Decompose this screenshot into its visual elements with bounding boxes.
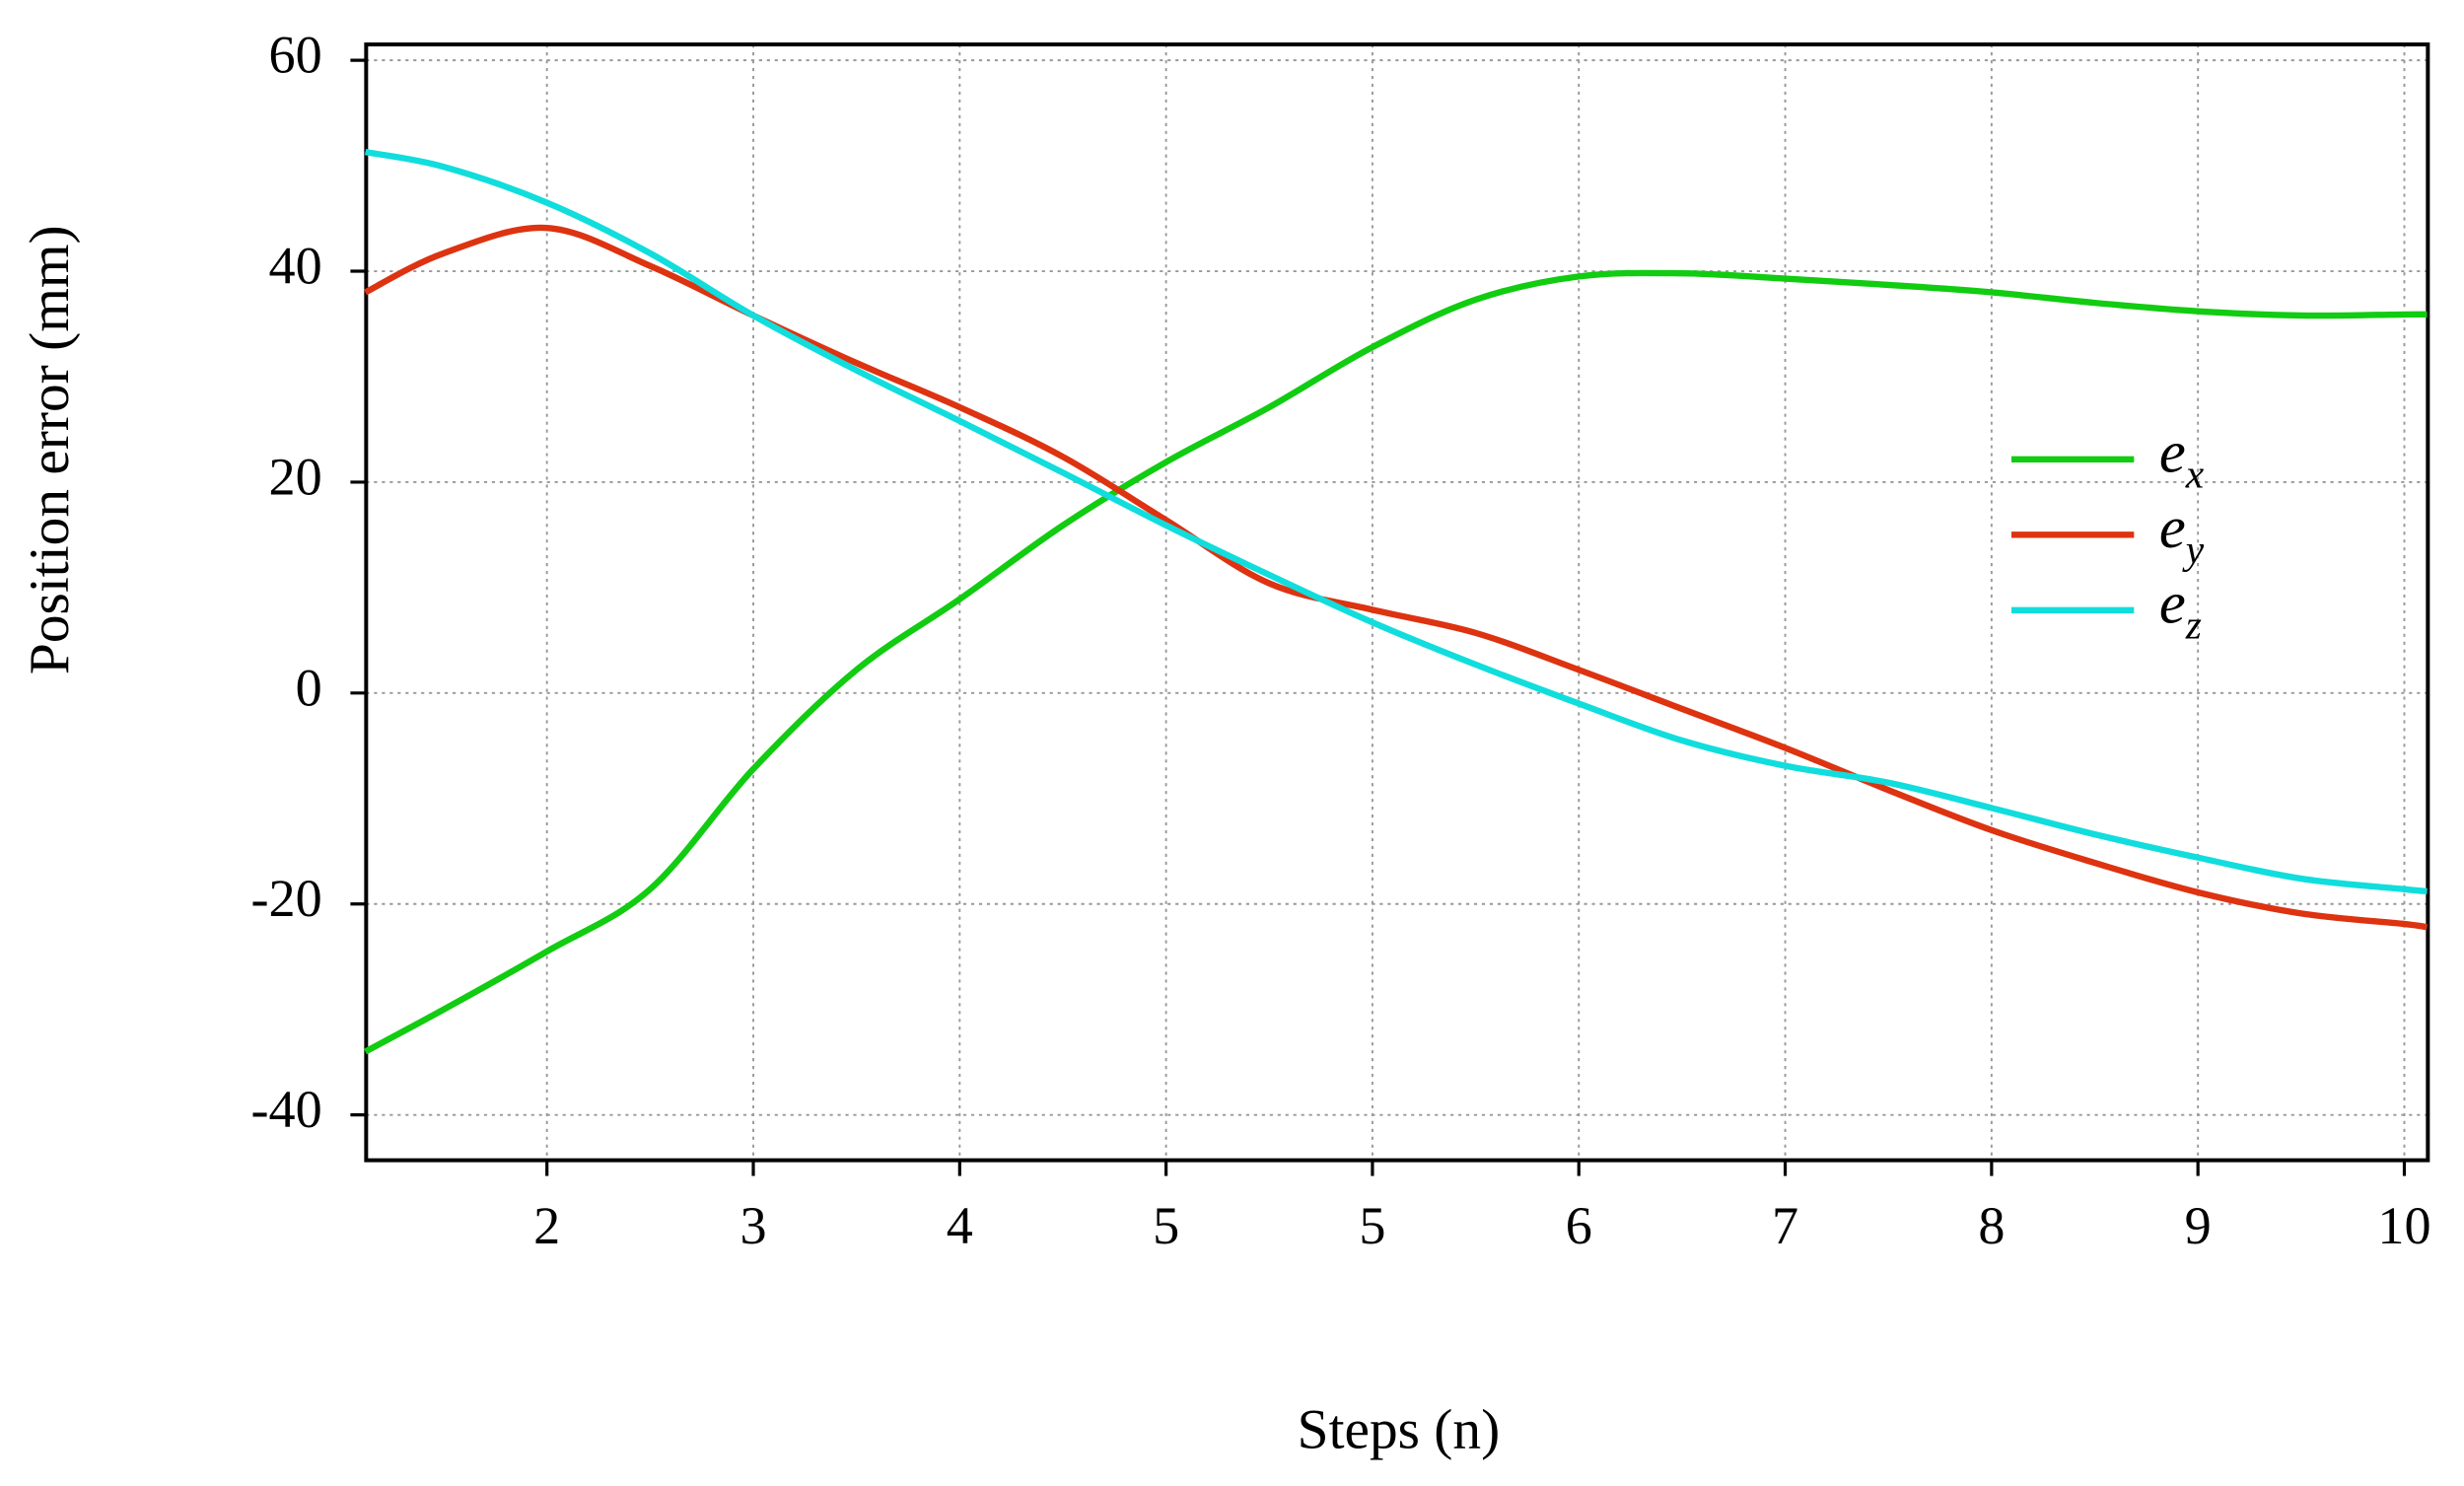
y-tick-label: 60 [269,26,322,85]
x-tick-label: 10 [2377,1196,2430,1255]
x-tick-label: 3 [739,1196,766,1255]
legend-label: ez [2159,571,2202,648]
x-tick-label: 5 [1153,1196,1179,1255]
y-tick-label: -20 [251,869,322,928]
x-tick-label: 7 [1772,1196,1798,1255]
y-tick-label: 0 [296,658,322,717]
y-tick-label: 40 [269,236,322,295]
x-tick-label: 8 [1978,1196,2005,1255]
y-tick-label: 20 [269,447,322,506]
x-tick-label: 5 [1359,1196,1385,1255]
plot-frame [364,42,2430,1163]
x-tick-label: 9 [2185,1196,2212,1255]
line-series [364,224,2428,931]
x-tick-label: 2 [533,1196,560,1255]
line-series [363,269,2428,1055]
x-tick-label: 4 [947,1196,973,1255]
y-axis-label: Position error (mm) [19,225,81,674]
y-tick-label: -40 [251,1080,322,1139]
legend-label: ey [2159,495,2205,572]
line-series [364,149,2428,895]
x-axis-label: Steps (n) [1298,1399,1501,1461]
legend-label: ex [2159,420,2205,497]
x-tick-label: 6 [1566,1196,1592,1255]
